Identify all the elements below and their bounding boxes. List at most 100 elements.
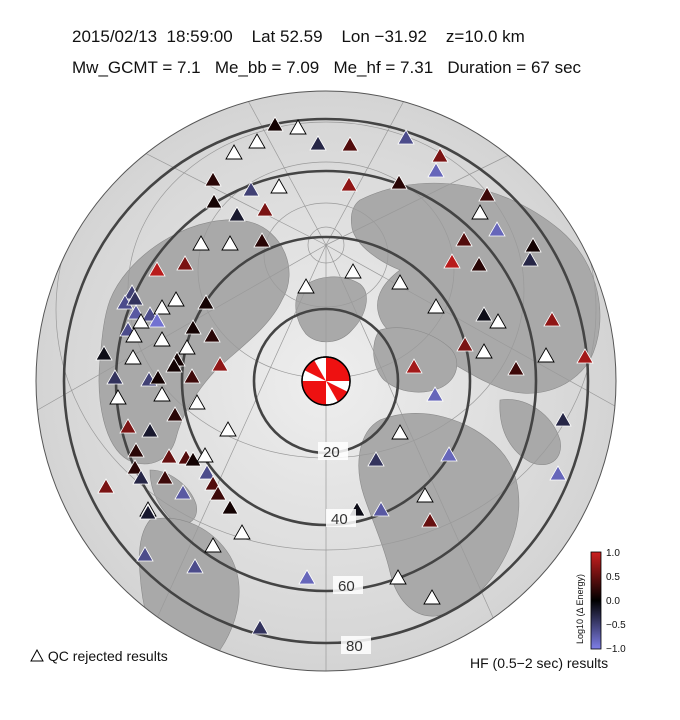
station-marker	[139, 504, 157, 520]
station-marker	[186, 558, 204, 574]
station-qc-rejected	[221, 235, 239, 251]
station-marker	[97, 478, 115, 494]
station-marker	[148, 261, 166, 277]
station-qc-rejected	[391, 274, 409, 290]
hf-legend: HF (0.5−2 sec) results	[470, 655, 609, 671]
event-header-line1: 2015/02/13 18:59:00 Lat 52.59 Lon −31.92…	[72, 27, 525, 47]
station-marker	[340, 176, 358, 192]
station-qc-rejected	[204, 537, 222, 553]
station-marker	[367, 451, 385, 467]
station-marker	[470, 256, 488, 272]
station-marker	[455, 231, 473, 247]
station-marker	[309, 135, 327, 151]
station-marker	[95, 345, 113, 361]
event-time: 18:59:00	[166, 27, 233, 46]
station-qc-rejected	[297, 278, 315, 294]
colorbar-tick: 0.5	[606, 572, 620, 583]
station-marker	[390, 174, 408, 190]
station-qc-rejected	[471, 204, 489, 220]
event-date: 2015/02/13	[72, 27, 158, 46]
globe-outline	[35, 90, 617, 672]
qc-legend: QC rejected results	[30, 648, 168, 664]
station-marker	[397, 129, 415, 145]
station-marker	[253, 232, 271, 248]
station-marker	[203, 327, 221, 343]
station-marker	[554, 411, 572, 427]
station-qc-rejected	[109, 389, 127, 405]
station-qc-rejected	[225, 144, 243, 160]
colorbar: 1.0 0.5 0.0 −0.5 −1.0 Log10 (Δ Energy)	[575, 548, 626, 655]
station-marker	[228, 206, 246, 222]
event-depth: z=10.0 km	[445, 27, 525, 46]
station-marker	[132, 469, 150, 485]
station-qc-rejected	[475, 343, 493, 359]
event-header-line2: Mw_GCMT = 7.1 Me_bb = 7.09 Me_hf = 7.31 …	[72, 58, 581, 78]
station-marker	[251, 619, 269, 635]
station-qc-rejected	[153, 299, 171, 315]
station-marker	[421, 512, 439, 528]
station-marker	[443, 253, 461, 269]
station-marker	[198, 464, 216, 480]
station-marker	[456, 336, 474, 352]
station-qc-rejected	[124, 349, 142, 365]
station-marker	[126, 290, 144, 306]
qc-legend-label: QC rejected results	[47, 648, 168, 664]
station-markers	[95, 116, 594, 635]
station-marker	[475, 306, 493, 322]
station-marker	[266, 116, 284, 132]
station-qc-rejected	[427, 298, 445, 314]
station-marker	[211, 356, 229, 372]
station-qc-rejected	[153, 386, 171, 402]
me-bb: Me_bb = 7.09	[214, 58, 320, 77]
station-marker	[127, 442, 145, 458]
station-qc-rejected	[188, 394, 206, 410]
station-marker	[524, 237, 542, 253]
station-qc-rejected	[270, 178, 288, 194]
station-marker	[242, 181, 260, 197]
europe-land	[373, 327, 458, 393]
duration: Duration = 67 sec	[447, 58, 582, 77]
colorbar-tick: 0.0	[606, 596, 620, 607]
ring-label-20: 20	[323, 444, 340, 461]
station-marker	[183, 368, 201, 384]
station-marker	[405, 358, 423, 374]
station-marker	[221, 499, 239, 515]
ring-label-60: 60	[338, 578, 355, 595]
station-marker	[478, 186, 496, 202]
station-marker	[372, 501, 390, 517]
station-marker	[440, 446, 458, 462]
globe	[36, 91, 616, 671]
station-qc-rejected	[537, 347, 555, 363]
event-lon: Lon −31.92	[341, 27, 428, 46]
station-marker	[204, 171, 222, 187]
station-marker	[149, 369, 167, 385]
station-qc-rejected	[389, 569, 407, 585]
qc-triangle-icon	[30, 648, 44, 662]
station-qc-rejected	[344, 263, 362, 279]
station-marker	[141, 422, 159, 438]
station-marker	[174, 484, 192, 500]
station-qc-rejected	[289, 119, 307, 135]
station-marker	[549, 465, 567, 481]
colorbar-title: Log10 (Δ Energy)	[575, 574, 585, 644]
landmasses	[98, 182, 601, 671]
station-marker	[148, 312, 166, 328]
station-marker	[119, 418, 137, 434]
station-marker	[184, 319, 202, 335]
station-marker	[204, 475, 222, 491]
ring-label-80: 80	[346, 638, 363, 655]
station-qc-rejected	[423, 589, 441, 605]
station-marker	[165, 357, 183, 373]
station-marker	[160, 448, 178, 464]
station-qc-rejected	[178, 339, 196, 355]
station-marker	[136, 546, 154, 562]
colorbar-scale	[590, 551, 602, 650]
colorbar-tick: −1.0	[606, 644, 626, 655]
station-qc-rejected	[219, 421, 237, 437]
station-qc-rejected	[489, 313, 507, 329]
station-qc-rejected	[233, 524, 251, 540]
ring-label-40: 40	[331, 511, 348, 528]
station-marker	[126, 459, 144, 475]
station-qc-rejected	[192, 235, 210, 251]
